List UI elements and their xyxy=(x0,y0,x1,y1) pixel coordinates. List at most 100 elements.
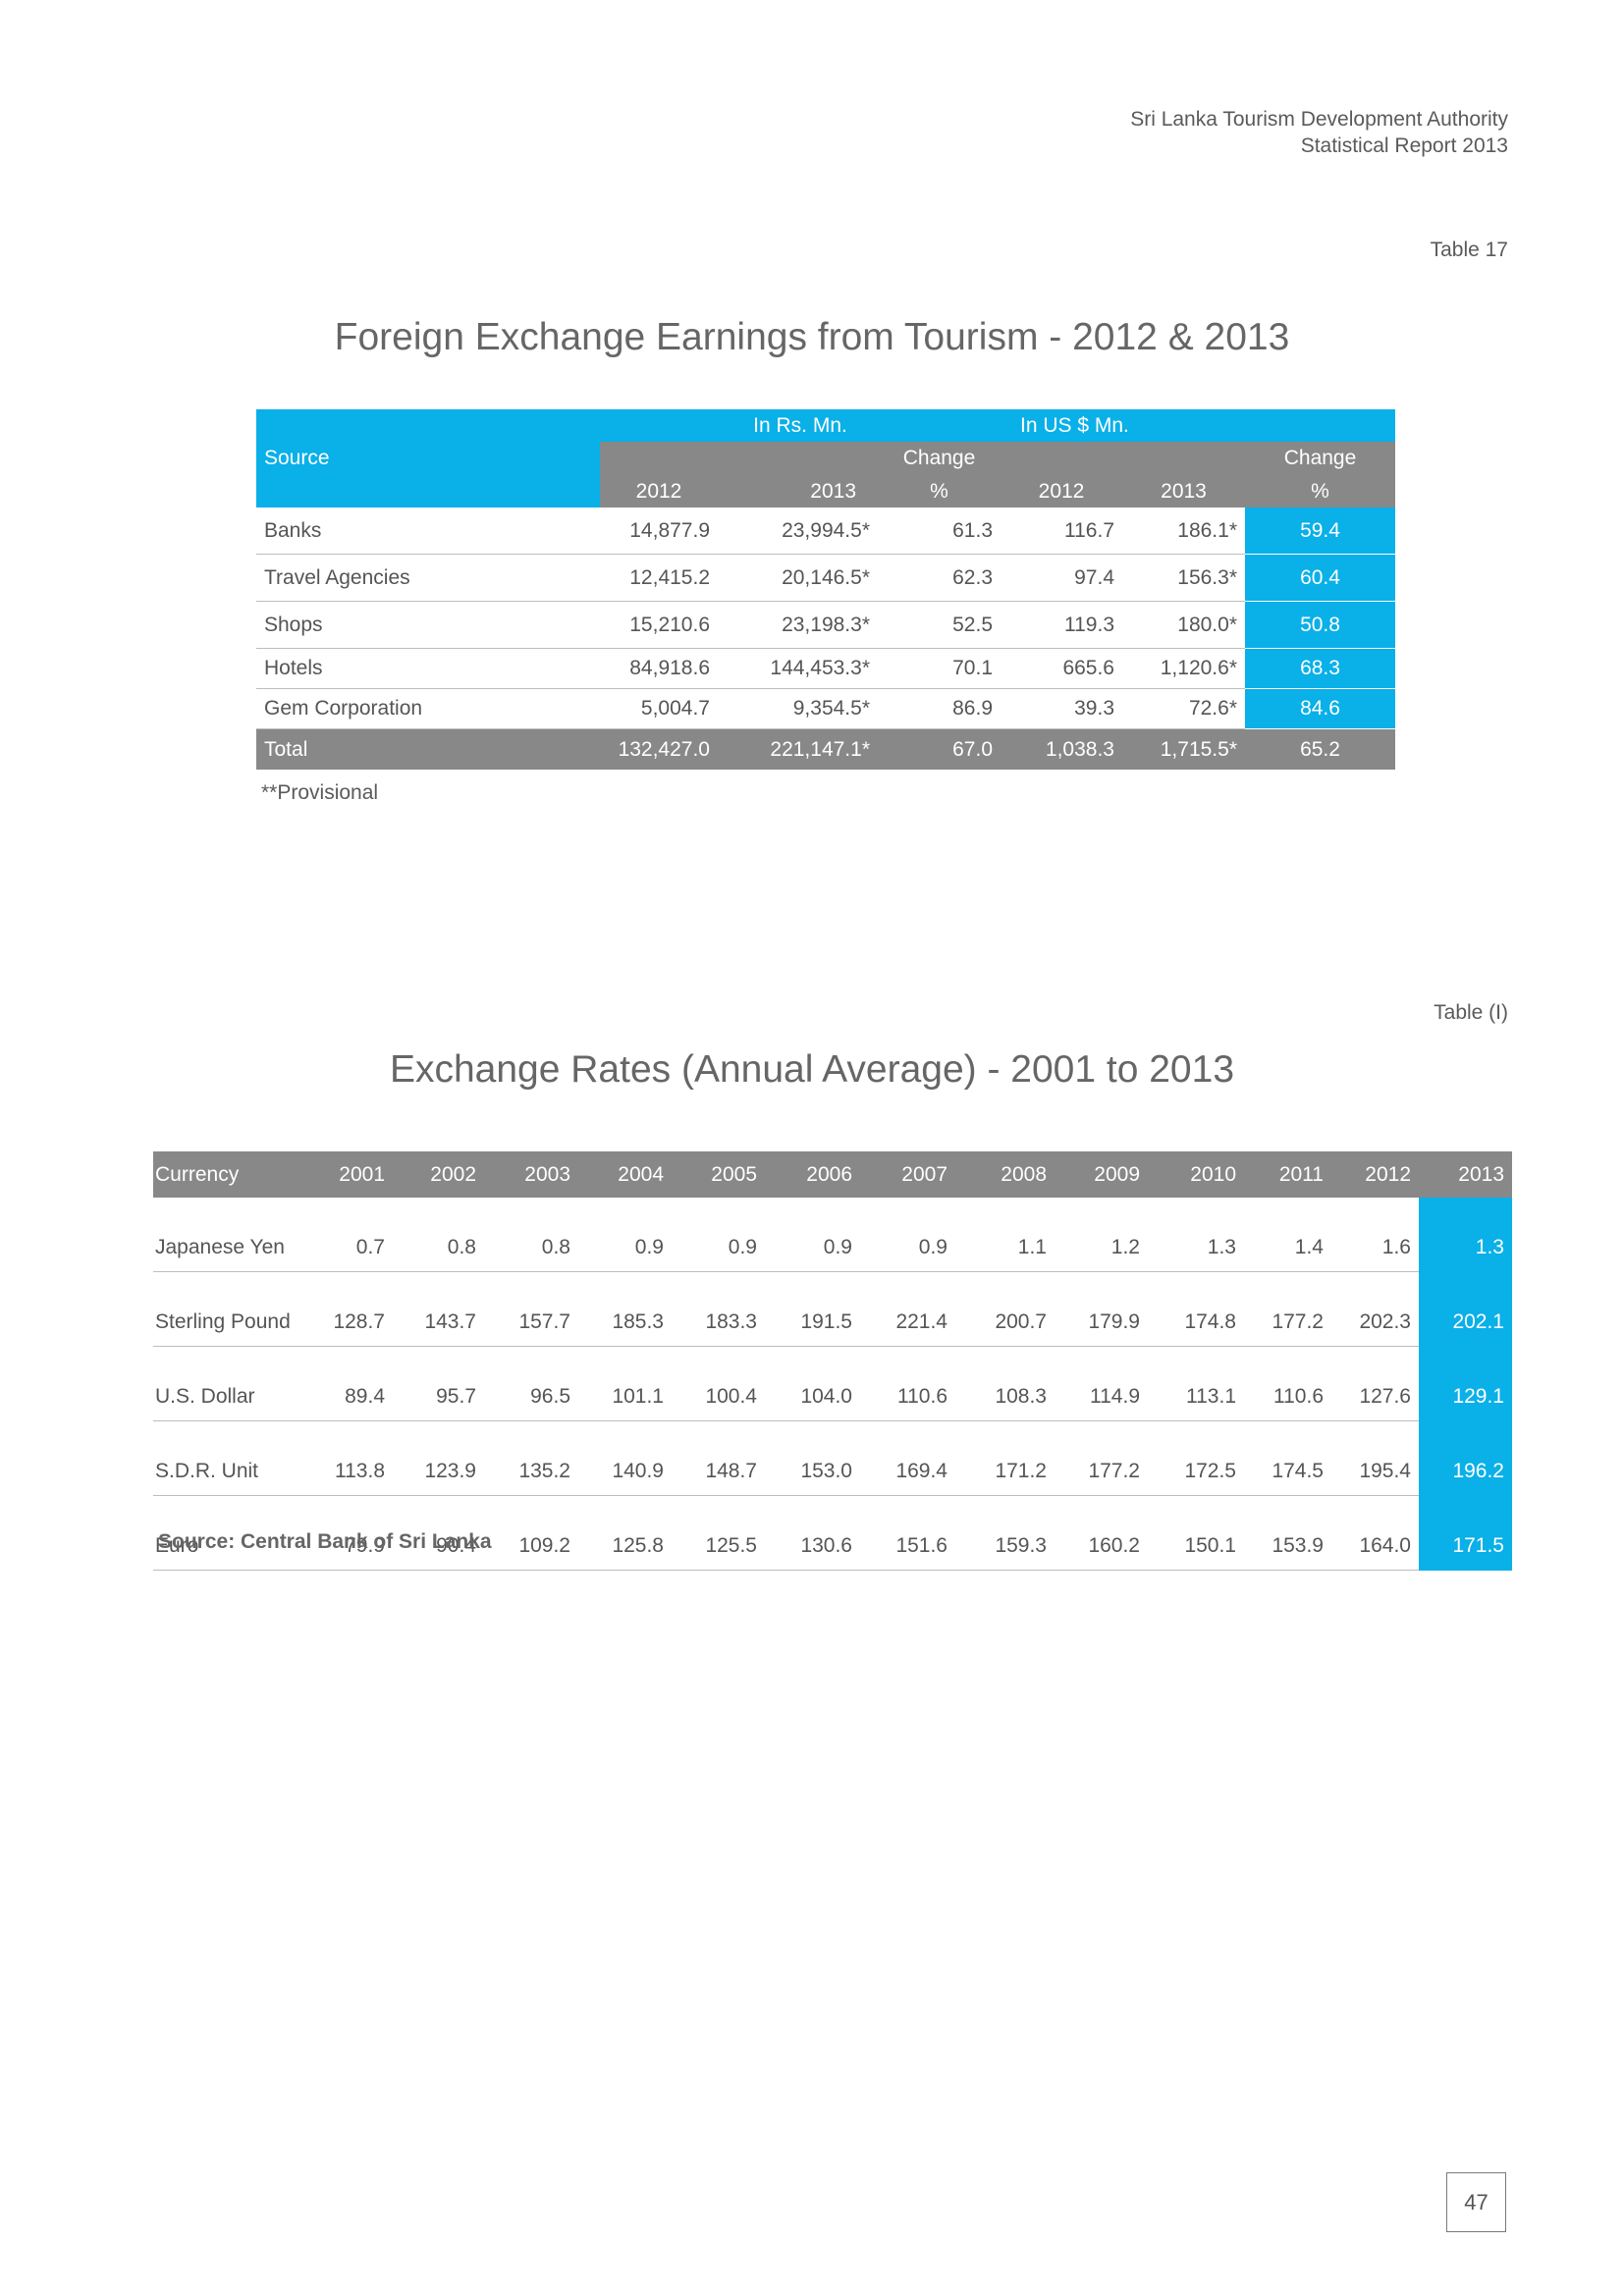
us-2013-header: 2013 xyxy=(1122,475,1245,507)
rate-cell: 174.8 xyxy=(1148,1271,1244,1347)
rate-cell: 0.8 xyxy=(484,1198,578,1272)
us-2012-header: 2012 xyxy=(1001,475,1122,507)
rate-cell: 140.9 xyxy=(578,1420,672,1496)
rate-cell: 1.1 xyxy=(955,1198,1055,1272)
table-row: U.S. Dollar 89.4 95.7 96.5 101.1 100.4 104.0 11… xyxy=(153,1346,1512,1421)
cell-rs2012: 15,210.6 xyxy=(600,601,718,649)
rs-change-header: Change xyxy=(878,442,1001,475)
rate-cell: 110.6 xyxy=(860,1346,955,1421)
rate-cell: 179.9 xyxy=(1055,1271,1148,1347)
rate-cell: 221.4 xyxy=(860,1271,955,1347)
rate-cell: 172.5 xyxy=(1148,1420,1244,1496)
cell-us2012: 116.7 xyxy=(1001,507,1122,555)
us-change-header: Change xyxy=(1245,442,1395,475)
provisional-footnote: **Provisional xyxy=(261,781,379,804)
cell-us-change: 68.3 xyxy=(1245,648,1395,689)
rate-cell: 196.2 xyxy=(1419,1420,1512,1496)
rate-cell: 130.6 xyxy=(765,1495,860,1571)
rate-cell: 150.1 xyxy=(1148,1495,1244,1571)
rate-cell: 148.7 xyxy=(672,1420,765,1496)
table-row: Sterling Pound 128.7 143.7 157.7 185.3 183.3 1… xyxy=(153,1271,1512,1347)
cell-rs2012: 5,004.7 xyxy=(600,688,718,729)
rate-cell: 1.2 xyxy=(1055,1198,1148,1272)
year-header: 2009 xyxy=(1055,1151,1148,1198)
cell-source: Travel Agencies xyxy=(256,554,600,602)
year-header: 2004 xyxy=(578,1151,672,1198)
rate-cell: 0.8 xyxy=(393,1198,484,1272)
rate-cell: 1.6 xyxy=(1331,1198,1419,1272)
cell-source: Hotels xyxy=(256,648,600,689)
rate-cell: 177.2 xyxy=(1055,1420,1148,1496)
group-header-us: In US $ Mn. xyxy=(1001,409,1395,442)
table-row: Shops 15,210.6 23,198.3* 52.5 119.3 180.0* 50.… xyxy=(256,601,1395,649)
rate-cell: 96.5 xyxy=(484,1346,578,1421)
rate-cell: 160.2 xyxy=(1055,1495,1148,1571)
rate-cell: 177.2 xyxy=(1244,1271,1331,1347)
rate-cell: 0.7 xyxy=(308,1198,393,1272)
cell-us-change: 84.6 xyxy=(1245,688,1395,729)
year-header: 2002 xyxy=(393,1151,484,1198)
cell-rs2012: 84,918.6 xyxy=(600,648,718,689)
group-header-rs: In Rs. Mn. xyxy=(600,409,1001,442)
rate-cell: 185.3 xyxy=(578,1271,672,1347)
year-header: 2005 xyxy=(672,1151,765,1198)
rate-cell: 169.4 xyxy=(860,1420,955,1496)
year-header: 2006 xyxy=(765,1151,860,1198)
rs-2013-header: 2013 xyxy=(718,475,878,507)
cell-rs-change: 70.1 xyxy=(878,648,1001,689)
table-row: Japanese Yen 0.7 0.8 0.8 0.9 0.9 0.9 0.9 1.1 1.2 1… xyxy=(153,1198,1512,1272)
rate-cell: 195.4 xyxy=(1331,1420,1419,1496)
cell-us2012: 119.3 xyxy=(1001,601,1122,649)
rate-cell: 101.1 xyxy=(578,1346,672,1421)
rate-cell: 1.3 xyxy=(1419,1198,1512,1272)
rate-cell: 143.7 xyxy=(393,1271,484,1347)
rate-cell: 183.3 xyxy=(672,1271,765,1347)
currency-column-header: Currency xyxy=(153,1151,308,1198)
cell-us2012: 665.6 xyxy=(1001,648,1122,689)
total-label: Total xyxy=(256,728,600,770)
header-report-name: Statistical Report 2013 xyxy=(1300,134,1508,157)
table17-label: Table 17 xyxy=(1430,239,1508,261)
rate-cell: 89.4 xyxy=(308,1346,393,1421)
rate-cell: 127.6 xyxy=(1331,1346,1419,1421)
rate-cell: 153.0 xyxy=(765,1420,860,1496)
total-row: Total 132,427.0 221,147.1* 67.0 1,038.3 … xyxy=(256,728,1395,770)
table-row: Hotels 84,918.6 144,453.3* 70.1 665.6 1,120.6… xyxy=(256,648,1395,689)
table-row: Banks 14,877.9 23,994.5* 61.3 116.7 186.1* 59.… xyxy=(256,507,1395,555)
cell-rs2012: 14,877.9 xyxy=(600,507,718,555)
year-header: 2010 xyxy=(1148,1151,1244,1198)
rate-cell: 171.2 xyxy=(955,1420,1055,1496)
total-us2012: 1,038.3 xyxy=(1001,728,1122,770)
cell-rs2013: 20,146.5* xyxy=(718,554,878,602)
rate-cell: 109.2 xyxy=(484,1495,578,1571)
currency-name: Euro xyxy=(153,1495,308,1571)
cell-rs2012: 12,415.2 xyxy=(600,554,718,602)
cell-rs-change: 52.5 xyxy=(878,601,1001,649)
source-column-header: Source xyxy=(256,442,600,475)
rate-cell: 125.8 xyxy=(578,1495,672,1571)
source-note: Source: Central Bank of Sri Lanka xyxy=(158,1530,492,1553)
cell-us2013: 180.0* xyxy=(1122,601,1245,649)
year-header: 2003 xyxy=(484,1151,578,1198)
cell-rs-change: 86.9 xyxy=(878,688,1001,729)
table-row: Gem Corporation 5,004.7 9,354.5* 86.9 39.3 72… xyxy=(256,688,1395,729)
cell-rs-change: 62.3 xyxy=(878,554,1001,602)
total-us-change: 65.2 xyxy=(1245,728,1395,770)
rate-cell: 100.4 xyxy=(672,1346,765,1421)
year-header: 2008 xyxy=(955,1151,1055,1198)
rate-cell: 202.3 xyxy=(1331,1271,1419,1347)
rate-cell: 128.7 xyxy=(308,1271,393,1347)
rate-cell: 114.9 xyxy=(1055,1346,1148,1421)
table-row: S.D.R. Unit 113.8 123.9 135.2 140.9 148.7 153.… xyxy=(153,1420,1512,1496)
cell-rs2013: 9,354.5* xyxy=(718,688,878,729)
rate-cell: 110.6 xyxy=(1244,1346,1331,1421)
total-rs2013: 221,147.1* xyxy=(718,728,878,770)
us-pct-header: % xyxy=(1245,475,1395,507)
year-header: 2012 xyxy=(1331,1151,1419,1198)
rate-cell: 79.9 xyxy=(308,1495,393,1571)
foreign-exchange-earnings-table: In Rs. Mn. In US $ Mn. Source Change Cha… xyxy=(256,409,1395,770)
cell-rs2013: 23,994.5* xyxy=(718,507,878,555)
cell-us2013: 186.1* xyxy=(1122,507,1245,555)
rate-cell: 90.4 xyxy=(393,1495,484,1571)
cell-us2012: 39.3 xyxy=(1001,688,1122,729)
